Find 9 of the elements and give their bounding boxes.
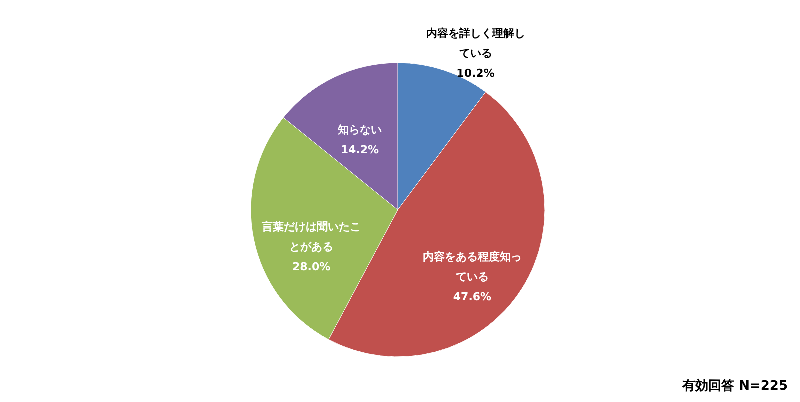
slice-label: 知らない xyxy=(336,123,382,136)
data-label: 10.2% xyxy=(456,67,495,80)
slice-label: 内容をある程度知っている xyxy=(422,250,522,284)
text: 有効回答 N=225 xyxy=(682,378,788,394)
data-label: 14.2% xyxy=(340,143,380,156)
data-label: 47.6% xyxy=(453,290,492,304)
slice-label: 言葉だけは聞いたことがある xyxy=(261,220,362,254)
data-label: 28.0% xyxy=(292,260,331,274)
slice-label: 内容を詳しく理解している xyxy=(426,27,526,60)
